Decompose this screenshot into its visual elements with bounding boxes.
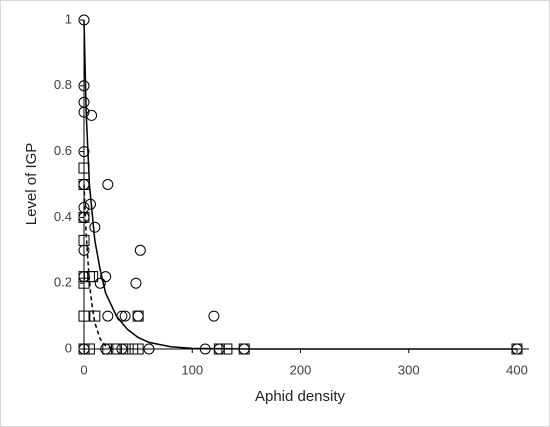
point-circle xyxy=(78,106,90,118)
point-circle xyxy=(102,310,114,322)
x-axis-label: Aphid density xyxy=(255,388,346,405)
y-axis-label: Level of IGP xyxy=(23,143,40,226)
point-square xyxy=(87,271,99,283)
point-circle xyxy=(208,310,220,322)
x-tick-label: 400 xyxy=(506,362,528,377)
point-circle xyxy=(100,271,112,283)
point-square xyxy=(132,343,144,355)
y-tick-label: 0.2 xyxy=(54,275,72,290)
point-circle xyxy=(134,244,146,256)
point-square xyxy=(119,343,131,355)
y-tick-label: 0.6 xyxy=(54,143,72,158)
x-tick-label: 300 xyxy=(398,362,420,377)
x-tick-label: 100 xyxy=(181,362,203,377)
point-square xyxy=(83,343,95,355)
y-tick-label: 0.4 xyxy=(54,209,72,224)
point-circle xyxy=(89,221,101,233)
point-square xyxy=(89,310,101,322)
point-circle xyxy=(94,277,106,289)
point-circle xyxy=(78,80,90,92)
fit-line xyxy=(83,19,517,350)
point-circle xyxy=(143,343,155,355)
fit-line xyxy=(83,184,112,349)
x-tick-label: 200 xyxy=(290,362,312,377)
point-square xyxy=(110,343,122,355)
point-circle xyxy=(78,146,90,158)
point-square xyxy=(132,310,144,322)
point-square xyxy=(78,211,90,223)
point-circle xyxy=(119,310,131,322)
y-tick-label: 0 xyxy=(65,340,72,355)
y-tick-label: 0.8 xyxy=(54,77,72,92)
y-tick-label: 1 xyxy=(65,11,72,26)
point-square xyxy=(78,310,90,322)
point-square xyxy=(102,343,114,355)
point-square xyxy=(78,234,90,246)
x-tick-label: 0 xyxy=(80,362,87,377)
point-circle xyxy=(102,179,114,190)
point-circle xyxy=(130,277,142,289)
